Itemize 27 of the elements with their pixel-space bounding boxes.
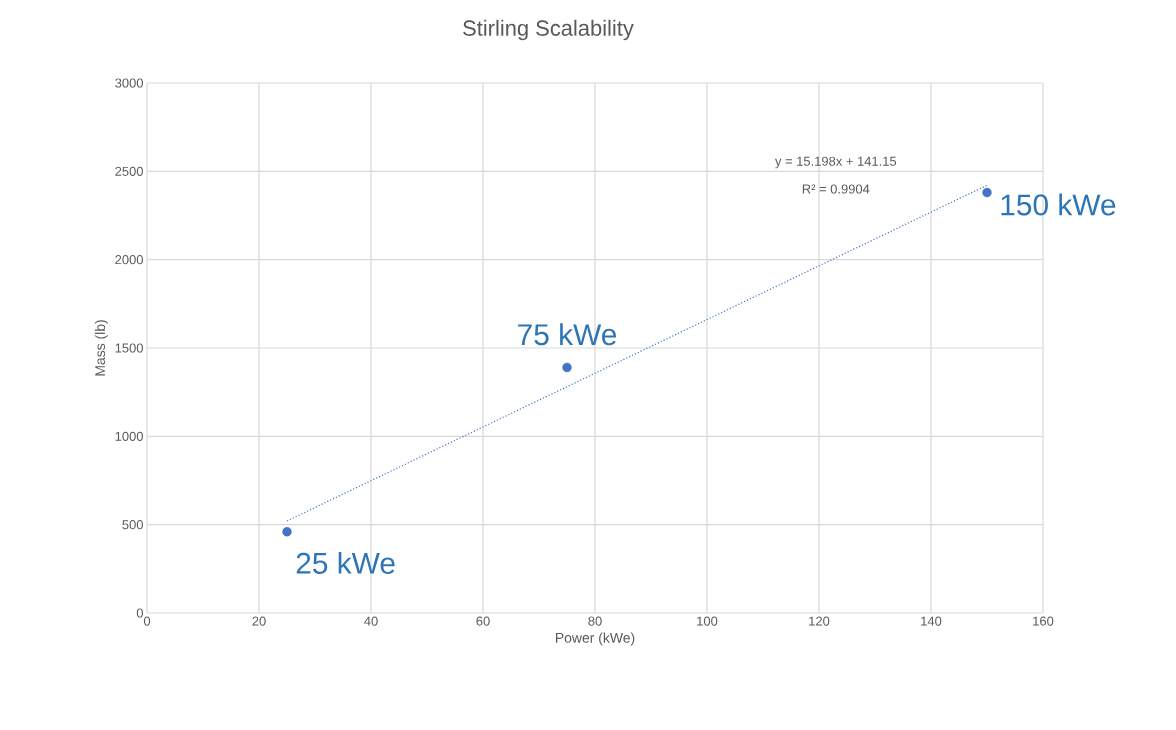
annotation: R² = 0.9904 xyxy=(802,184,870,194)
x-tick-label: 60 xyxy=(476,616,490,626)
y-tick-label: 3000 xyxy=(115,78,143,88)
y-tick-label: 0 xyxy=(136,608,143,618)
y-axis-title: Mass (lb) xyxy=(94,320,108,376)
annotation: 75 kWe xyxy=(518,323,617,346)
x-tick-label: 160 xyxy=(1033,616,1054,626)
x-tick-label: 100 xyxy=(697,616,718,626)
annotation: 25 kWe xyxy=(296,551,395,574)
annotation: 150 kWe xyxy=(1001,193,1116,216)
annotation: y = 15.198x + 141.15 xyxy=(774,156,897,169)
x-tick-label: 40 xyxy=(364,616,378,626)
x-tick-label: 20 xyxy=(252,616,266,626)
y-tick-label: 1000 xyxy=(115,431,143,441)
y-tick-label: 1500 xyxy=(115,343,143,353)
x-tick-label: 140 xyxy=(921,616,942,626)
x-tick-label: 80 xyxy=(588,616,602,626)
y-tick-label: 500 xyxy=(122,520,143,530)
x-tick-label: 120 xyxy=(809,616,830,626)
chart-title: Stirling Scalability xyxy=(463,19,634,41)
point xyxy=(282,527,292,537)
y-tick-label: 2000 xyxy=(115,255,143,265)
x-axis-title: Power (kWe) xyxy=(555,632,635,646)
x-tick-label: 0 xyxy=(143,616,151,626)
point xyxy=(982,187,992,198)
y-tick-label: 2500 xyxy=(115,166,143,176)
point xyxy=(562,362,572,373)
